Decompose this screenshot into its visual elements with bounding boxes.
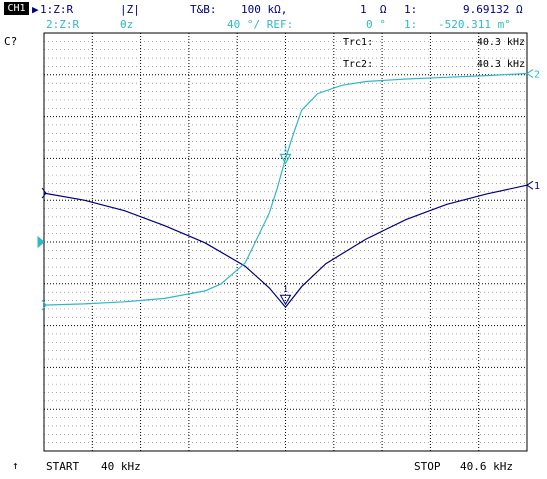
trace1-start-icon bbox=[41, 187, 47, 199]
trace2-reference-icon[interactable] bbox=[37, 235, 45, 249]
trace2-scale-value[interactable]: 40 °/ REF: bbox=[227, 18, 294, 31]
marker2-triangle-icon[interactable] bbox=[279, 153, 292, 165]
scroll-up-arrow-icon[interactable]: ↑ bbox=[12, 459, 19, 472]
trace1-end-icon bbox=[526, 180, 534, 190]
trace2-end-label: 2 bbox=[534, 70, 540, 81]
marker-table-trc2-value: 40.3 kHz bbox=[477, 59, 525, 70]
trace2-format[interactable]: θz bbox=[120, 18, 134, 31]
marker1-triangle-icon[interactable] bbox=[279, 294, 292, 306]
trace2-id[interactable]: 2:Z:R bbox=[46, 18, 80, 31]
stop-label: STOP bbox=[414, 460, 441, 473]
marker1-label: 1 bbox=[283, 285, 288, 294]
trace2-marker-label: 1: bbox=[404, 18, 418, 31]
trace1-active-marker-icon: ▶ bbox=[32, 3, 39, 16]
trace-trc2[interactable] bbox=[43, 72, 528, 306]
channel-badge[interactable]: CH1 bbox=[4, 2, 29, 15]
trace1-scale-label: T&B: bbox=[190, 3, 217, 16]
trace-trc1[interactable] bbox=[43, 184, 528, 309]
trace1-scale-value[interactable]: 100 kΩ, bbox=[241, 3, 288, 16]
trace1-marker-value: 9.69132 Ω bbox=[463, 3, 523, 16]
trace1-format[interactable]: |Z| bbox=[120, 3, 140, 16]
trace2-marker-value: -520.311 m° bbox=[438, 18, 511, 31]
trace2-end-icon bbox=[526, 69, 534, 78]
trace2-start-icon bbox=[41, 299, 47, 311]
stop-value[interactable]: 40.6 kHz bbox=[460, 460, 513, 473]
start-value[interactable]: 40 kHz bbox=[101, 460, 141, 473]
plot-grid bbox=[44, 33, 527, 451]
marker2-label: 1 bbox=[283, 144, 288, 153]
marker-table-trc1-value: 40.3 kHz bbox=[477, 37, 525, 48]
trace1-marker-label: 1: bbox=[404, 3, 418, 16]
cal-indicator: C? bbox=[4, 35, 18, 48]
trace1-id[interactable]: 1:Z:R bbox=[40, 3, 74, 16]
trace2-ref-value[interactable]: 0 ° bbox=[366, 18, 386, 31]
trace1-end-label: 1 bbox=[534, 181, 540, 192]
trace1-ref-value[interactable]: 1 Ω bbox=[360, 3, 387, 16]
start-label: START bbox=[46, 460, 80, 473]
marker-table-trc1-label: Trc1: bbox=[343, 37, 373, 48]
marker-table-trc2-label: Trc2: bbox=[343, 59, 373, 70]
